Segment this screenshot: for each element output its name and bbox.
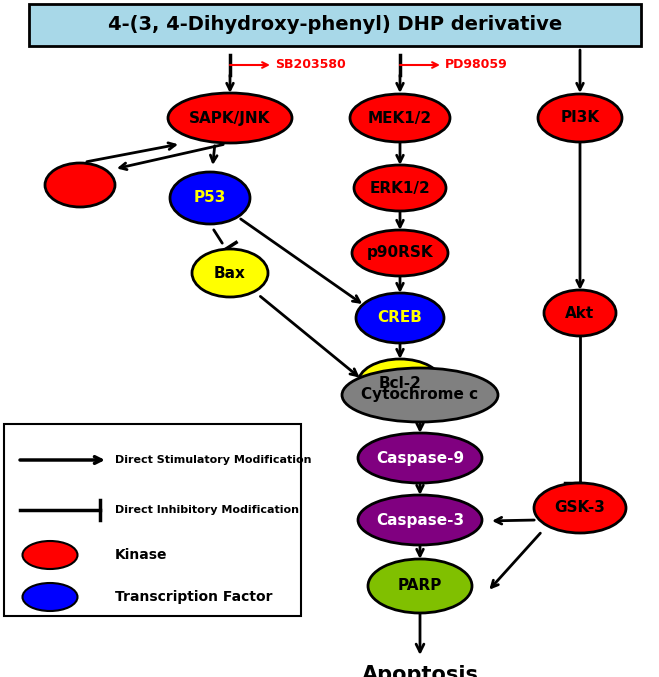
Ellipse shape [356,293,444,343]
Text: SB203580: SB203580 [275,58,346,72]
Text: p90RSK: p90RSK [366,246,434,261]
Ellipse shape [45,163,115,207]
Text: Kinase: Kinase [115,548,167,562]
Text: PARP: PARP [398,579,442,594]
Text: PD98059: PD98059 [445,58,507,72]
Text: PI3K: PI3K [560,110,600,125]
Text: Transcription Factor: Transcription Factor [115,590,273,604]
Text: SAPK/JNK: SAPK/JNK [189,110,271,125]
Text: Direct Inhibitory Modification: Direct Inhibitory Modification [115,505,299,515]
Ellipse shape [358,433,482,483]
Ellipse shape [358,359,442,407]
Text: GSK-3: GSK-3 [555,500,606,515]
Ellipse shape [354,165,446,211]
Ellipse shape [368,559,472,613]
Ellipse shape [342,368,498,422]
Ellipse shape [192,249,268,297]
Ellipse shape [22,541,78,569]
Text: MEK1/2: MEK1/2 [368,110,432,125]
Ellipse shape [22,583,78,611]
Ellipse shape [538,94,622,142]
Text: ERK1/2: ERK1/2 [370,181,430,196]
Text: Akt: Akt [565,305,594,320]
Ellipse shape [544,290,616,336]
Text: 4-(3, 4-Dihydroxy-phenyl) DHP derivative: 4-(3, 4-Dihydroxy-phenyl) DHP derivative [108,16,562,35]
Text: Bcl-2: Bcl-2 [378,376,422,391]
FancyBboxPatch shape [29,4,641,46]
Text: Caspase-3: Caspase-3 [376,512,464,527]
Ellipse shape [534,483,626,533]
Text: Direct Stimulatory Modification: Direct Stimulatory Modification [115,455,312,465]
Ellipse shape [170,172,250,224]
Text: CREB: CREB [378,311,422,326]
Text: p38: p38 [65,178,95,192]
Text: Caspase-9: Caspase-9 [376,450,464,466]
Text: P53: P53 [194,190,226,206]
Ellipse shape [350,94,450,142]
Ellipse shape [168,93,292,143]
Ellipse shape [352,230,448,276]
Ellipse shape [358,495,482,545]
Text: Cytochrome c: Cytochrome c [361,387,478,403]
Text: Bax: Bax [214,265,246,280]
Text: Apoptosis: Apoptosis [362,665,478,677]
FancyBboxPatch shape [4,424,301,616]
